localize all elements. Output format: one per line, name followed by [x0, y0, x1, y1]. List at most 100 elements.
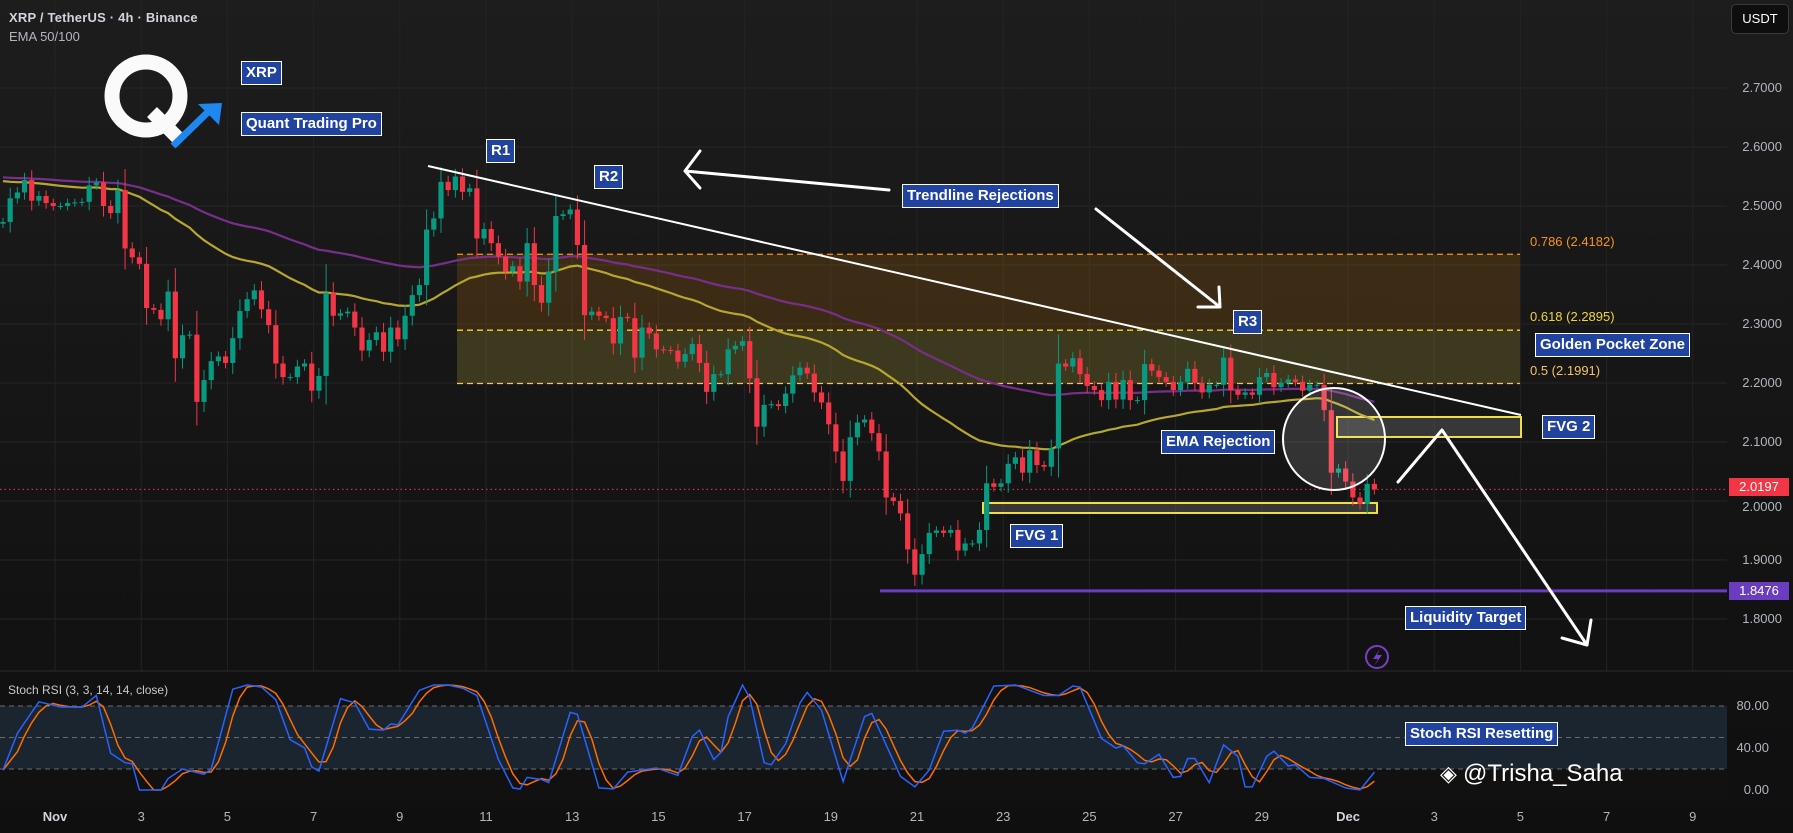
candle-up	[854, 422, 861, 438]
candle-up	[294, 366, 300, 378]
candle-up	[847, 437, 853, 481]
symbol-title[interactable]: XRP / TetherUS · 4h · Binance	[9, 10, 198, 25]
candle-down	[991, 483, 997, 487]
candle-up	[79, 201, 85, 203]
candle-up	[567, 209, 573, 215]
candle-up	[1256, 377, 1263, 395]
fib-zone-upper	[457, 254, 1520, 331]
candle-down	[258, 290, 265, 310]
candle-up	[718, 374, 724, 376]
indicator-legend[interactable]: EMA 50/100	[9, 29, 80, 44]
date-tick: 3	[137, 809, 145, 824]
candle-down	[194, 334, 200, 402]
candle-down	[1084, 374, 1090, 386]
candle-down	[826, 402, 832, 425]
binance-icon: ◈	[1440, 761, 1464, 786]
candle-up	[1206, 384, 1212, 393]
stoch-tick: 80.00	[1736, 698, 1769, 713]
candle-up	[93, 182, 99, 186]
candle-down	[129, 248, 135, 258]
date-tick: 27	[1168, 809, 1183, 824]
candle-down	[108, 206, 114, 214]
candle-down	[1041, 465, 1047, 467]
candle-up	[237, 311, 243, 339]
trendline[interactable]	[427, 165, 1522, 416]
candle-down	[1199, 383, 1205, 393]
date-tick: 25	[1082, 809, 1097, 824]
candle-up	[725, 349, 731, 375]
date-tick: 21	[909, 809, 925, 824]
fib-zone-golden-pocket	[457, 330, 1520, 384]
candle-up	[797, 367, 803, 376]
liquidity-price-badge: 1.8476	[1729, 582, 1789, 600]
candle-up	[1364, 483, 1370, 504]
candle-up	[962, 543, 968, 551]
candle-down	[818, 392, 825, 403]
arrow-to-r2[interactable]	[683, 149, 891, 192]
price-tick: 1.8000	[1742, 611, 1782, 626]
candle-up	[57, 206, 64, 207]
candle-up	[510, 266, 516, 272]
candle-up	[36, 195, 42, 201]
candle-down	[1091, 385, 1097, 391]
currency-button[interactable]: USDT	[1731, 4, 1789, 34]
candle-down	[151, 308, 157, 310]
candle-down	[330, 292, 336, 316]
ema-rejection-circle[interactable]	[1282, 387, 1386, 491]
candle-down	[811, 373, 817, 393]
candle-up	[639, 327, 645, 358]
stoch-rsi-title[interactable]: Stoch RSI (3, 3, 14, 14, close)	[8, 683, 169, 697]
r1-label: R1	[486, 139, 516, 163]
candle-up	[1106, 381, 1112, 401]
candle-up	[732, 345, 738, 350]
date-tick: 13	[564, 809, 580, 824]
fib-retracement[interactable]	[457, 253, 1520, 385]
candle-up	[431, 218, 437, 230]
candle-up	[230, 338, 236, 363]
candle-up	[524, 243, 530, 282]
candle-down	[883, 451, 889, 498]
fib-0618-label: 0.618 (2.2895)	[1530, 309, 1615, 324]
candle-up	[976, 529, 983, 544]
candle-up	[409, 295, 415, 316]
candle-up	[1005, 463, 1011, 484]
candle-down	[603, 315, 609, 319]
candle-up	[366, 339, 372, 351]
candle-up	[1055, 363, 1062, 449]
candle-down	[1034, 450, 1040, 466]
candle-down	[876, 433, 882, 452]
arrow-to-r3[interactable]	[1094, 207, 1222, 309]
candle-up	[1278, 383, 1284, 388]
candle-up	[553, 216, 559, 272]
candle-up	[244, 299, 250, 312]
candle-up	[187, 334, 193, 336]
date-tick: 9	[1689, 809, 1697, 824]
candle-up	[969, 543, 975, 545]
date-tick: 11	[479, 809, 493, 824]
candle-up	[1213, 384, 1220, 386]
candle-up	[1070, 358, 1076, 367]
candle-up	[388, 327, 394, 352]
candle-up	[467, 188, 473, 192]
projection-arrow[interactable]	[1396, 428, 1593, 647]
drawings[interactable]	[104, 54, 1593, 669]
candle-down	[754, 378, 760, 427]
candle-down	[359, 327, 365, 351]
price-tick: 2.0000	[1742, 499, 1782, 515]
candle-up	[711, 374, 717, 392]
candle-up	[589, 311, 595, 316]
logo-graphic	[104, 54, 222, 149]
candle-down	[804, 367, 810, 374]
candle-down	[596, 311, 602, 316]
candle-up	[682, 354, 688, 362]
liquidity-target-label: Liquidity Target	[1405, 606, 1527, 630]
candle-up	[926, 532, 932, 555]
candle-up	[373, 332, 379, 340]
date-tick: 7	[309, 809, 318, 824]
lightning-icon[interactable]	[1365, 645, 1389, 669]
candle-down	[488, 229, 494, 244]
candle-up	[14, 192, 20, 199]
candle-up	[86, 185, 92, 202]
stoch-rsi-lines	[2, 683, 1375, 791]
candle-up	[165, 291, 171, 320]
